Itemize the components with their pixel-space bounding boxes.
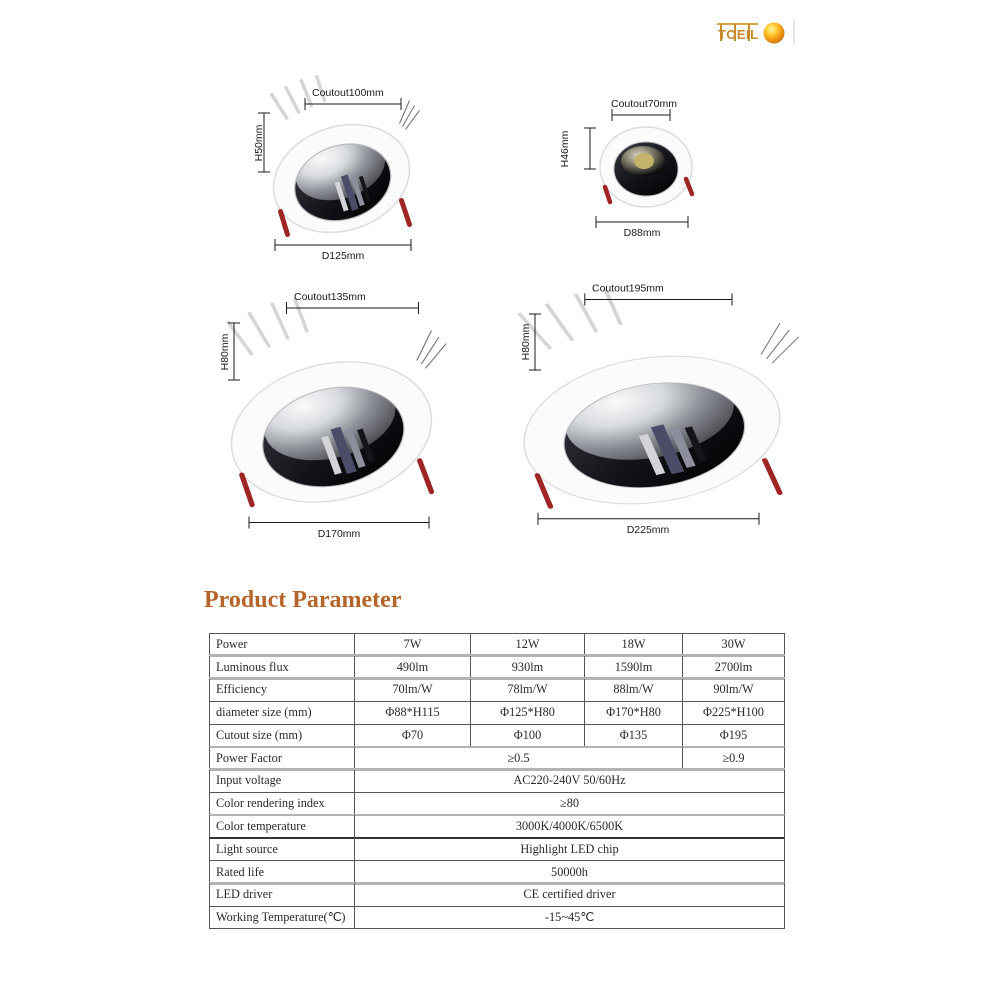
svg-text:H80mm: H80mm [219, 333, 231, 370]
svg-text:D225mm: D225mm [627, 524, 670, 536]
svg-text:Coutout195mm: Coutout195mm [592, 283, 664, 295]
svg-text:Coutout70mm: Coutout70mm [611, 98, 677, 110]
svg-text:H80mm: H80mm [520, 323, 532, 360]
svg-text:Coutout135mm: Coutout135mm [294, 291, 366, 303]
svg-text:D125mm: D125mm [322, 250, 365, 262]
svg-text:Coutout100mm: Coutout100mm [312, 87, 384, 99]
svg-text:D88mm: D88mm [624, 227, 661, 239]
svg-text:H50mm: H50mm [253, 124, 265, 161]
svg-text:D170mm: D170mm [318, 528, 361, 540]
svg-text:H46mm: H46mm [559, 130, 571, 167]
